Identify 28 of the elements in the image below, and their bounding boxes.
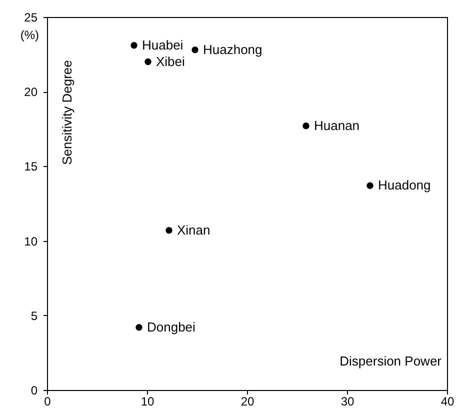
point [144,58,152,66]
y-tick-label: 0 [30,384,38,398]
annotation: Xinan [177,222,210,238]
point [366,182,374,189]
point [166,227,172,234]
point [130,42,138,49]
y-tick-label: 10 [24,234,38,248]
x-axis-title: Dispersion Power [340,354,442,368]
annotation: Dongbei [147,319,196,334]
point [136,324,142,331]
y-tick-label: 20 [24,85,38,100]
y-tick-label: 5 [30,308,38,323]
point [192,46,198,54]
y-tick-label: 15 [24,160,38,174]
annotation: Huanan [314,118,360,133]
point [302,122,310,130]
y-axis-title: Sensitivity Degree [60,60,74,165]
x-tick-label: 20 [240,394,254,408]
text: (%) [20,28,39,42]
y-tick-label: 25 [24,10,38,24]
x-tick-label: 40 [440,394,454,408]
annotation: Huazhong [203,42,262,57]
x-tick-label: 30 [340,394,354,408]
x-tick-label: 0 [44,394,52,408]
x-tick-label: 10 [140,394,154,408]
annotation: Huabei [142,37,184,52]
annotation: Xibei [156,54,186,69]
annotation: Huadong [378,178,431,193]
